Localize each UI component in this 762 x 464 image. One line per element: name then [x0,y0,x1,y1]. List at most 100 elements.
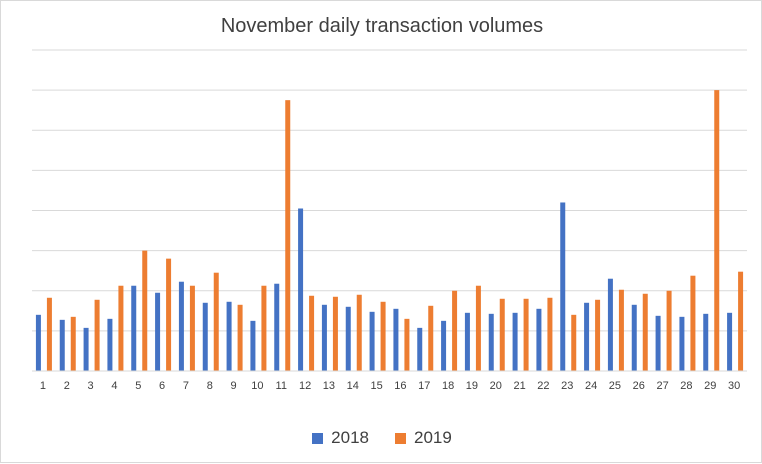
x-tick-label: 27 [656,380,668,392]
x-tick-label: 30 [728,380,740,392]
x-tick-label: 23 [561,380,573,392]
x-tick-label: 1 [40,380,46,392]
bar-2019-9 [237,304,243,371]
x-tick-label: 3 [88,380,94,392]
x-tick-label: 7 [183,380,189,392]
bar-2018-25 [607,278,613,371]
bar-2019-23 [571,314,577,371]
bar-2019-20 [499,298,505,371]
x-tick-label: 11 [276,380,287,392]
x-tick-label: 6 [159,380,165,392]
bar-2018-12 [298,208,304,371]
x-tick-label: 17 [418,380,430,392]
legend-item-2019: 2019 [395,428,452,448]
bar-2019-21 [523,298,529,371]
bar-2018-18 [441,320,447,371]
bar-2019-12 [309,295,315,371]
x-tick-label: 28 [680,380,692,392]
x-tick-label: 13 [323,380,335,392]
x-tick-label: 12 [299,380,311,392]
bar-2018-5 [131,285,137,371]
bar-2019-26 [642,293,648,371]
legend-swatch-2018 [312,432,324,444]
bar-2019-15 [380,301,386,371]
bar-2018-20 [488,313,494,371]
x-tick-label: 16 [394,380,406,392]
bar-2018-29 [703,313,709,371]
x-tick-label: 10 [251,380,263,392]
bar-2018-24 [584,302,590,371]
bar-2018-1 [35,314,41,371]
bar-2018-10 [250,320,256,371]
bar-2019-25 [618,289,624,371]
x-tick-label: 22 [537,380,549,392]
bar-2019-16 [404,318,410,371]
bar-2019-3 [94,299,100,371]
bar-2018-11 [274,283,280,371]
x-tick-label: 20 [490,380,502,392]
bar-2019-24 [595,299,601,371]
x-tick-label: 2 [64,380,70,392]
bar-2018-17 [417,327,423,371]
bar-2019-11 [285,100,291,371]
legend: 2018 2019 [1,428,762,448]
bar-2018-30 [727,312,733,371]
bar-2018-2 [59,319,65,371]
bar-2019-18 [452,290,458,371]
bar-2018-23 [560,202,566,371]
bar-2018-8 [202,302,208,371]
bar-2018-21 [512,312,518,371]
x-tick-label: 14 [347,380,359,392]
x-tick-label: 24 [585,380,597,392]
bar-2019-2 [70,316,76,371]
x-tick-label: 8 [207,380,213,392]
legend-swatch-2019 [395,432,406,444]
bar-2019-29 [714,90,720,371]
bar-2018-13 [321,304,327,371]
bar-2018-19 [464,312,470,371]
bar-2019-17 [428,305,434,371]
x-tick-label: 19 [466,380,478,392]
bar-2018-9 [226,301,232,371]
x-tick-label: 21 [513,380,525,392]
x-tick-label: 25 [609,380,621,392]
x-tick-label: 15 [370,380,382,392]
bar-2019-8 [213,272,219,371]
legend-item-2018: 2018 [312,428,369,448]
bar-2018-7 [178,281,184,371]
bar-2018-16 [393,308,399,371]
bar-2019-22 [547,297,553,371]
bar-2019-6 [166,258,172,371]
bar-2018-15 [369,311,375,371]
bar-2019-7 [189,285,195,371]
bar-2018-14 [345,306,351,371]
bar-2019-14 [356,294,362,371]
x-tick-label: 29 [704,380,716,392]
bar-2019-27 [666,290,672,371]
bar-2019-13 [332,296,338,371]
bar-2019-30 [738,271,744,371]
x-tick-label: 26 [633,380,645,392]
bar-2018-26 [631,304,637,371]
legend-label-2018: 2018 [331,428,369,447]
bar-2019-5 [142,250,148,371]
bar-2018-27 [655,315,661,371]
bar-2018-4 [107,318,113,371]
bar-2019-28 [690,275,696,371]
x-tick-label: 18 [442,380,454,392]
bar-2018-22 [536,308,542,371]
x-tick-label: 4 [111,380,117,392]
chart-title: November daily transaction volumes [220,15,544,37]
x-tick-label: 5 [135,380,141,392]
bar-2019-19 [475,285,481,371]
bar-2019-1 [46,297,52,371]
legend-label-2019: 2019 [414,428,452,447]
bar-2019-4 [118,285,124,371]
bar-2018-28 [679,316,685,371]
bar-2018-6 [155,292,161,371]
x-tick-label: 9 [231,380,237,392]
bar-2018-3 [83,327,89,371]
bar-2019-10 [261,285,267,371]
